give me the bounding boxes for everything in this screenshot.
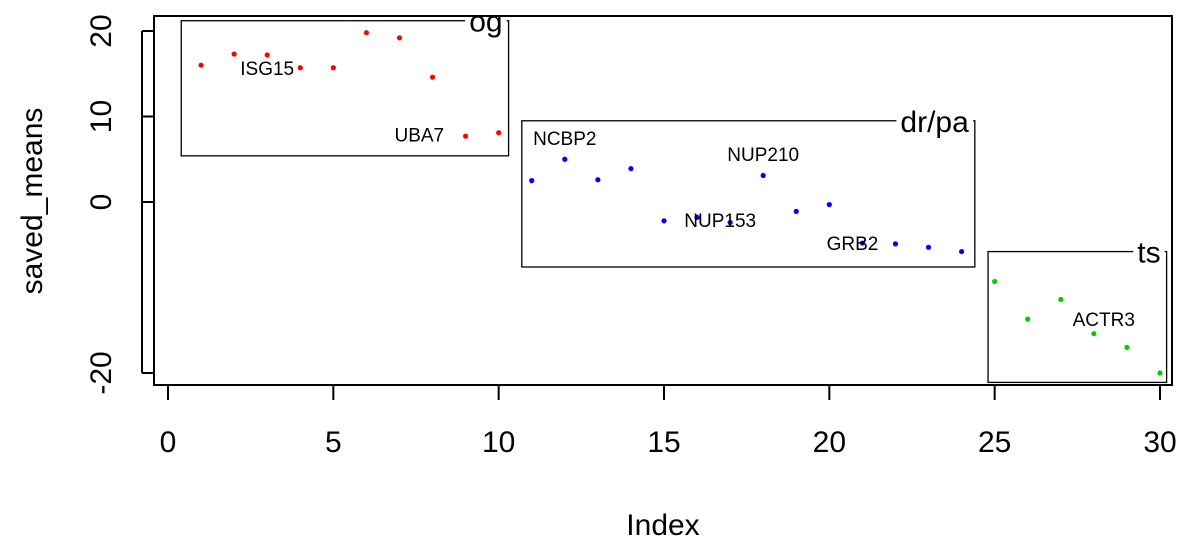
x-tick-label: 0 [160, 426, 177, 459]
data-point [826, 201, 832, 208]
data-point [463, 133, 469, 139]
data-point [727, 219, 733, 226]
x-tick-label: 15 [647, 426, 680, 459]
point-label: GRB2 [827, 234, 879, 255]
point-label: ISG15 [240, 59, 294, 80]
group-label-bg-2 [1133, 249, 1165, 254]
data-point [429, 74, 436, 80]
data-point [859, 240, 866, 246]
data-point [198, 62, 204, 68]
data-point [264, 52, 270, 58]
x-axis-title: Index [626, 509, 699, 542]
data-point [231, 51, 237, 57]
data-point [992, 278, 998, 285]
x-tick-label: 25 [978, 426, 1011, 459]
data-point [1124, 344, 1130, 350]
data-point [628, 166, 634, 172]
y-tick-label: 0 [85, 194, 118, 211]
x-tick-label: 20 [813, 426, 846, 459]
point-labels: ISG15 UBA7 NCBP2 NUP210 NUP153 GRB2 ACTR3 [240, 59, 1135, 331]
group-label-2: ts [1137, 237, 1160, 270]
y-axis-title: saved_means [16, 108, 49, 295]
data-point [297, 65, 303, 71]
point-label: UBA7 [394, 125, 444, 146]
group-label-bg-1 [896, 118, 974, 123]
data-point [595, 177, 601, 183]
data-point [760, 172, 766, 179]
data-point [529, 178, 535, 184]
x-tick-label: 10 [482, 426, 515, 459]
point-label: NUP210 [727, 145, 799, 166]
data-point [496, 130, 502, 136]
data-point [793, 208, 799, 215]
point-label: ACTR3 [1073, 310, 1135, 331]
data-point [330, 65, 336, 71]
x-tick-label: 5 [325, 426, 342, 459]
data-points [198, 30, 1163, 376]
data-point [562, 156, 568, 162]
plot-frame [153, 15, 1173, 386]
data-point [1157, 370, 1163, 376]
group-label-1: dr/pa [900, 106, 969, 139]
data-point [1058, 296, 1064, 303]
y-tick-label: 10 [85, 100, 118, 133]
data-point [925, 244, 932, 250]
data-point [1091, 331, 1097, 337]
point-label: NCBP2 [533, 129, 596, 150]
group-box-2 [987, 250, 1168, 384]
data-point [363, 30, 369, 36]
data-point [892, 241, 899, 247]
data-point [959, 248, 965, 255]
y-axis-ticks: 20 10 0 -20 [85, 14, 154, 395]
point-label: NUP153 [684, 211, 756, 232]
group-boxes: og dr/pa ts [180, 6, 1168, 384]
group-label-0: og [469, 6, 502, 39]
data-point [1025, 316, 1031, 322]
y-tick-label: -20 [85, 351, 118, 394]
data-point [661, 218, 667, 224]
data-point [694, 214, 700, 220]
y-tick-label: 20 [85, 14, 118, 47]
x-tick-label: 30 [1143, 426, 1176, 459]
group-box-0 [180, 20, 510, 157]
x-axis-ticks: 0 5 10 15 20 25 30 [160, 385, 1177, 459]
group-box-1 [521, 120, 976, 268]
group-label-bg-0 [465, 18, 507, 23]
data-point [396, 35, 403, 41]
